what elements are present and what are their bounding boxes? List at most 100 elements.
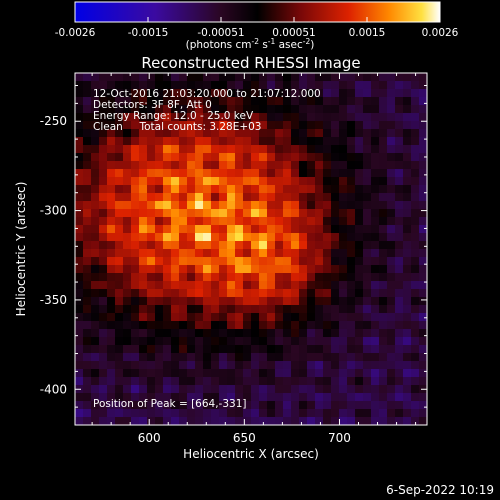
heatmap-cell <box>395 137 404 146</box>
heatmap-cell <box>371 193 380 202</box>
heatmap-cell <box>203 201 212 210</box>
heatmap-cell <box>187 209 196 218</box>
heatmap-cell <box>203 97 212 106</box>
heatmap-cell <box>83 97 92 106</box>
heatmap-cell <box>419 73 427 82</box>
heatmap-cell <box>267 113 276 122</box>
heatmap-cell <box>331 97 340 106</box>
heatmap-cell <box>291 313 300 322</box>
heatmap-cell <box>243 105 252 114</box>
heatmap-cell <box>83 89 92 98</box>
info-line: Detectors: 3F 8F, Att 0 <box>93 99 212 111</box>
heatmap-cell <box>195 353 204 362</box>
heatmap-cell <box>163 121 172 130</box>
heatmap-cell <box>171 177 180 186</box>
heatmap-cell <box>83 321 92 330</box>
heatmap-cell <box>363 369 372 378</box>
heatmap-cell <box>395 241 404 250</box>
heatmap-cell <box>123 401 132 410</box>
heatmap-cell <box>107 393 116 402</box>
heatmap-cell <box>267 385 276 394</box>
heatmap-cell <box>283 377 292 386</box>
heatmap-cell <box>115 369 124 378</box>
heatmap-cell <box>235 121 244 130</box>
heatmap-cell <box>379 169 388 178</box>
heatmap-cell <box>107 377 116 386</box>
heatmap-cell <box>283 257 292 266</box>
heatmap-cell <box>155 217 164 226</box>
heatmap-cell <box>83 241 92 250</box>
heatmap-cell <box>243 169 252 178</box>
heatmap-cell <box>339 337 348 346</box>
heatmap-cell <box>395 225 404 234</box>
heatmap-cell <box>347 233 356 242</box>
heatmap-cell <box>75 417 84 425</box>
heatmap-cell <box>83 81 92 90</box>
heatmap-cell <box>131 369 140 378</box>
heatmap-cell <box>347 377 356 386</box>
heatmap-cell <box>91 337 100 346</box>
heatmap-cell <box>99 297 108 306</box>
heatmap-cell <box>91 265 100 274</box>
heatmap-cell <box>123 385 132 394</box>
heatmap-cell <box>171 121 180 130</box>
heatmap-cell <box>371 161 380 170</box>
heatmap-cell <box>307 321 316 330</box>
heatmap-cell <box>387 169 396 178</box>
heatmap-cell <box>371 265 380 274</box>
heatmap-cell <box>395 329 404 338</box>
heatmap-cell <box>323 273 332 282</box>
heatmap-cell <box>163 113 172 122</box>
heatmap-cell <box>379 217 388 226</box>
heatmap-cell <box>227 233 236 242</box>
heatmap-cell <box>363 113 372 122</box>
heatmap-cell <box>107 329 116 338</box>
heatmap-cell <box>171 81 180 90</box>
heatmap-cell <box>315 113 324 122</box>
colorbar-tick-label: 0.0026 <box>422 27 459 39</box>
heatmap-cell <box>323 201 332 210</box>
heatmap-cell <box>179 377 188 386</box>
heatmap-cell <box>179 265 188 274</box>
heatmap-cell <box>275 409 284 418</box>
heatmap-cell <box>123 193 132 202</box>
heatmap-cell <box>171 185 180 194</box>
heatmap-cell <box>363 409 372 418</box>
heatmap-cell <box>91 233 100 242</box>
heatmap-cell <box>299 313 308 322</box>
heatmap-cell <box>339 113 348 122</box>
heatmap-cell <box>235 113 244 122</box>
heatmap-cell <box>171 249 180 258</box>
heatmap-cell <box>251 121 260 130</box>
heatmap-cell <box>115 401 124 410</box>
heatmap-cell <box>147 113 156 122</box>
heatmap-cell <box>227 177 236 186</box>
heatmap-cell <box>131 353 140 362</box>
heatmap-cell <box>371 137 380 146</box>
heatmap-cell <box>251 265 260 274</box>
heatmap-cell <box>75 257 84 266</box>
heatmap-cell <box>131 273 140 282</box>
heatmap-cell <box>211 281 220 290</box>
heatmap-cell <box>227 145 236 154</box>
heatmap-cell <box>219 161 228 170</box>
heatmap-cell <box>115 193 124 202</box>
heatmap-cell <box>139 121 148 130</box>
heatmap-cell <box>395 313 404 322</box>
heatmap-cell <box>243 281 252 290</box>
heatmap-cell <box>387 361 396 370</box>
heatmap-cell <box>227 249 236 258</box>
heatmap-cell <box>363 305 372 314</box>
heatmap-cell <box>83 385 92 394</box>
heatmap-cell <box>403 89 412 98</box>
heatmap-cell <box>347 241 356 250</box>
heatmap-cell <box>395 105 404 114</box>
heatmap-cell <box>179 169 188 178</box>
heatmap-cell <box>179 89 188 98</box>
heatmap-cell <box>139 249 148 258</box>
heatmap-cell <box>323 281 332 290</box>
heatmap-cell <box>395 369 404 378</box>
heatmap-cell <box>355 337 364 346</box>
heatmap-cell <box>195 153 204 162</box>
heatmap-cell <box>267 161 276 170</box>
